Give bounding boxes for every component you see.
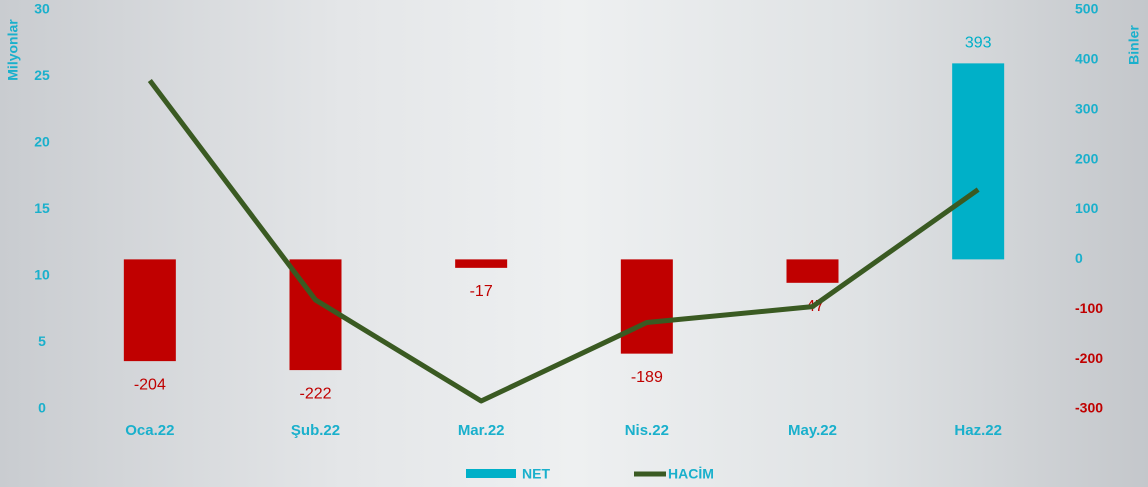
x-tick-label: Mar.22: [458, 422, 505, 439]
legend-swatch: [466, 469, 516, 478]
y2-tick-label: -200: [1075, 350, 1103, 366]
data-label: -222: [299, 385, 331, 402]
legend-label: HACİM: [668, 466, 714, 482]
y2-tick-label: 100: [1075, 200, 1099, 216]
y2-tick-label: -300: [1075, 400, 1103, 416]
y-tick-label: 15: [34, 200, 50, 216]
y2-tick-label: -100: [1075, 300, 1103, 316]
data-label: -17: [470, 283, 493, 300]
x-tick-label: May.22: [788, 422, 837, 439]
y2-tick-label: 300: [1075, 100, 1099, 116]
chart: Milyonlar Binler 0 5 10 15 20 25 30 -300 -200 -10…: [0, 0, 1148, 487]
y2-tick-label: 200: [1075, 150, 1099, 166]
y2-tick-label: 500: [1075, 1, 1099, 17]
y-tick-label: 5: [38, 333, 46, 349]
y-tick-label: 20: [34, 134, 50, 150]
bar: [952, 63, 1004, 259]
data-label: 393: [965, 35, 992, 52]
y2-axis-label: Binler: [1126, 25, 1142, 65]
y-tick-label: 30: [34, 1, 50, 17]
data-label: -189: [631, 369, 663, 386]
bar: [455, 259, 507, 267]
bar: [124, 259, 176, 361]
y2-tick-label: 0: [1075, 250, 1083, 266]
x-tick-label: Şub.22: [291, 422, 340, 439]
y2-tick-label: 400: [1075, 51, 1099, 67]
y-tick-label: 10: [34, 267, 50, 283]
y-axis-label: Milyonlar: [5, 19, 21, 81]
data-label: -204: [134, 376, 166, 393]
x-tick-label: Oca.22: [125, 422, 174, 439]
x-tick-label: Haz.22: [954, 422, 1002, 439]
bar: [621, 259, 673, 353]
legend-label: NET: [522, 466, 550, 482]
y-tick-label: 25: [34, 67, 50, 83]
bar: [787, 259, 839, 282]
x-tick-label: Nis.22: [625, 422, 669, 439]
y-tick-label: 0: [38, 400, 46, 416]
